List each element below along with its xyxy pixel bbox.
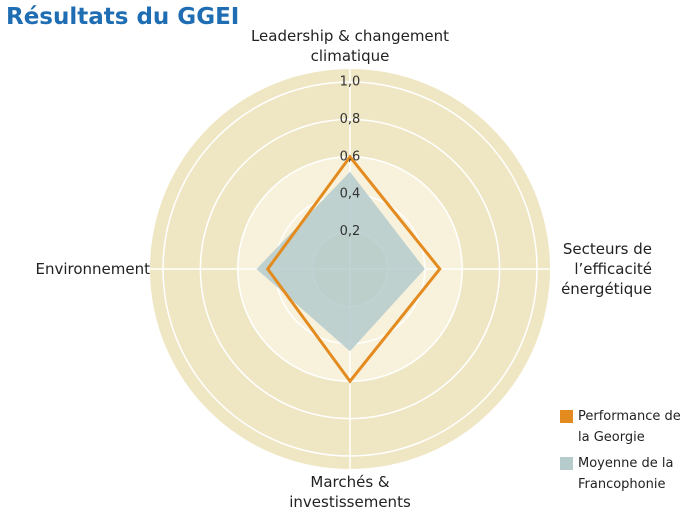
r-tick-label: 0,4 (340, 187, 361, 202)
r-tick-label: 1,0 (340, 75, 361, 90)
category-label: Marchés & investissements (289, 473, 411, 511)
legend-label: Performance de la Georgie (578, 409, 681, 445)
category-label: Leadership & changement climatique (250, 27, 450, 65)
category-label: Environnement (35, 260, 150, 278)
series-polygon (265, 154, 442, 384)
legend-swatch (560, 410, 573, 423)
category-label: Secteurs de l’efficacité énergétique (561, 240, 652, 298)
legend-label: Moyenne de la Francophonie (578, 456, 674, 492)
legend-swatch (560, 457, 573, 470)
r-tick-label: 0,2 (340, 224, 361, 239)
r-tick-label: 0,8 (340, 112, 361, 127)
series-polygon (256, 171, 425, 352)
r-tick-label: 0,6 (340, 149, 361, 164)
chart-title: Résultats du GGEI (6, 4, 240, 30)
